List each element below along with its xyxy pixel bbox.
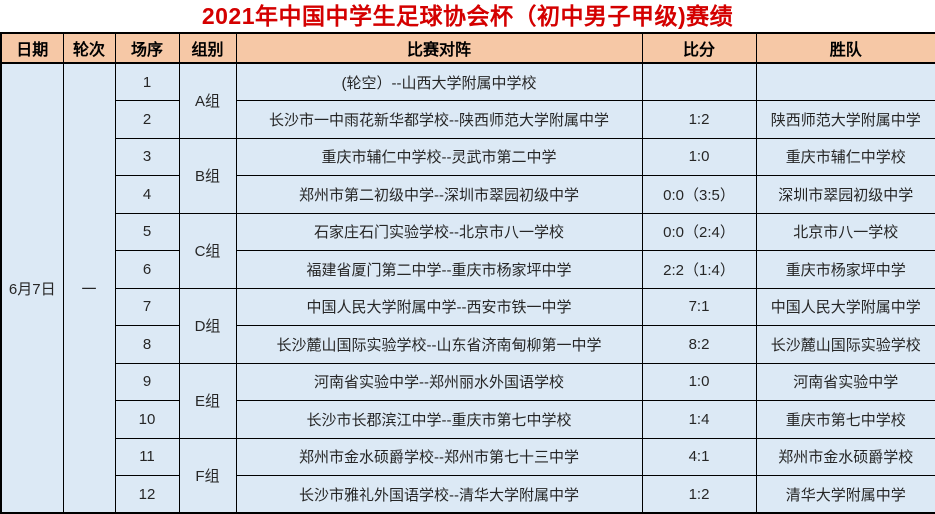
match-no-cell: 3: [114, 137, 180, 176]
match-cell: 长沙麓山国际实验学校--山东省济南甸柳第一中学: [235, 325, 643, 364]
match-no-cell: 1: [114, 62, 180, 101]
col-header-score: 比分: [641, 32, 757, 64]
match-cell: 重庆市辅仁中学校--灵武市第二中学: [235, 137, 643, 176]
match-cell: 中国人民大学附属中学--西安市铁一中学: [235, 287, 643, 326]
winner-cell: 中国人民大学附属中学: [755, 287, 935, 326]
score-cell: 0:0（3:5）: [641, 175, 757, 214]
score-cell: 0:0（2:4）: [641, 212, 757, 251]
table-row: 6月7日 一 1 A组 (轮空）--山西大学附属中学校: [0, 62, 935, 514]
winner-cell: 长沙麓山国际实验学校: [755, 325, 935, 364]
match-no-cell: 10: [114, 400, 180, 439]
match-no-cell: 4: [114, 175, 180, 214]
score-cell: 4:1: [641, 437, 757, 476]
match-no-cell: 7: [114, 287, 180, 326]
winner-cell: 北京市八一学校: [755, 212, 935, 251]
group-f-cell: F组: [178, 437, 237, 514]
score-cell: 1:2: [641, 475, 757, 514]
score-cell: 1:0: [641, 137, 757, 176]
col-header-no: 场序: [114, 32, 180, 64]
match-no-cell: 6: [114, 250, 180, 289]
match-cell: 河南省实验中学--郑州丽水外国语学校: [235, 362, 643, 401]
match-no-cell: 11: [114, 437, 180, 476]
group-b-cell: B组: [178, 137, 237, 214]
group-d-cell: D组: [178, 287, 237, 364]
table-row: 10 长沙市长郡滨江中学--重庆市第七中学校 1:4 重庆市第七中学校: [1, 400, 935, 439]
table-row: 7 D组 中国人民大学附属中学--西安市铁一中学 7:1 中国人民大学附属中学: [1, 287, 935, 364]
results-table: 日期 轮次 场序 组别 比赛对阵 比分 胜队 6月7日 一 1 A组 (轮空）-…: [0, 32, 935, 514]
winner-cell: 郑州市金水硕爵学校: [755, 437, 935, 476]
score-cell: 1:0: [641, 362, 757, 401]
winner-cell: 深圳市翠园初级中学: [755, 175, 935, 214]
col-header-round: 轮次: [62, 32, 116, 64]
winner-cell: 陕西师范大学附属中学: [755, 100, 935, 139]
table-row: 8 长沙麓山国际实验学校--山东省济南甸柳第一中学 8:2 长沙麓山国际实验学校: [1, 325, 935, 364]
col-header-date: 日期: [0, 32, 64, 64]
table-row: 3 B组 重庆市辅仁中学校--灵武市第二中学 1:0 重庆市辅仁中学校: [1, 137, 935, 214]
score-cell: 2:2（1:4）: [641, 250, 757, 289]
group-e-cell: E组: [178, 362, 237, 439]
winner-cell: 重庆市第七中学校: [755, 400, 935, 439]
match-no-cell: 2: [114, 100, 180, 139]
table-row: 2 长沙市一中雨花新华都学校--陕西师范大学附属中学 1:2 陕西师范大学附属中…: [1, 100, 935, 139]
match-cell: 长沙市雅礼外国语学校--清华大学附属中学: [235, 475, 643, 514]
winner-cell: 重庆市辅仁中学校: [755, 137, 935, 176]
match-no-cell: 9: [114, 362, 180, 401]
score-cell: [641, 62, 757, 101]
table-row: 11 F组 郑州市金水硕爵学校--郑州市第七十三中学 4:1 郑州市金水硕爵学校: [1, 437, 935, 514]
match-no-cell: 5: [114, 212, 180, 251]
group-c-cell: C组: [178, 212, 237, 289]
winner-cell: 清华大学附属中学: [755, 475, 935, 514]
winner-cell: [755, 62, 935, 101]
winner-cell: 河南省实验中学: [755, 362, 935, 401]
table-row: 4 郑州市第二初级中学--深圳市翠园初级中学 0:0（3:5） 深圳市翠园初级中…: [1, 175, 935, 214]
score-cell: 7:1: [641, 287, 757, 326]
match-cell: 郑州市第二初级中学--深圳市翠园初级中学: [235, 175, 643, 214]
header-row: 日期 轮次 场序 组别 比赛对阵 比分 胜队: [0, 32, 935, 64]
col-header-match: 比赛对阵: [235, 32, 643, 64]
score-cell: 8:2: [641, 325, 757, 364]
score-cell: 1:4: [641, 400, 757, 439]
page-title: 2021年中国中学生足球协会杯（初中男子甲级)赛绩: [201, 3, 734, 29]
group-a-cell: A组: [178, 62, 237, 139]
match-cell: 长沙市一中雨花新华都学校--陕西师范大学附属中学: [235, 100, 643, 139]
col-header-winner: 胜队: [755, 32, 935, 64]
table-row: 9 E组 河南省实验中学--郑州丽水外国语学校 1:0 河南省实验中学: [1, 362, 935, 439]
table-row: 5 C组 石家庄石门实验学校--北京市八一学校 0:0（2:4） 北京市八一学校: [1, 212, 935, 289]
match-cell: 长沙市长郡滨江中学--重庆市第七中学校: [235, 400, 643, 439]
table-row: 6 福建省厦门第二中学--重庆市杨家坪中学 2:2（1:4） 重庆市杨家坪中学: [1, 250, 935, 289]
match-no-cell: 8: [114, 325, 180, 364]
col-header-group: 组别: [178, 32, 237, 64]
date-cell: 6月7日: [0, 62, 64, 514]
score-cell: 1:2: [641, 100, 757, 139]
winner-cell: 重庆市杨家坪中学: [755, 250, 935, 289]
match-cell: 福建省厦门第二中学--重庆市杨家坪中学: [235, 250, 643, 289]
match-cell: 郑州市金水硕爵学校--郑州市第七十三中学: [235, 437, 643, 476]
match-cell: 石家庄石门实验学校--北京市八一学校: [235, 212, 643, 251]
table-row: 12 长沙市雅礼外国语学校--清华大学附属中学 1:2 清华大学附属中学: [1, 475, 935, 514]
round-cell: 一: [62, 62, 116, 514]
match-cell: (轮空）--山西大学附属中学校: [235, 62, 643, 101]
match-no-cell: 12: [114, 475, 180, 514]
